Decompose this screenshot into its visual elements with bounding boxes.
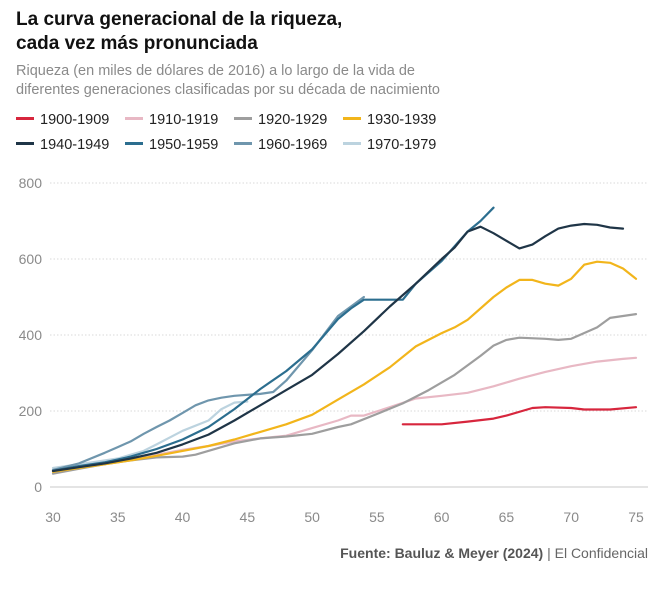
legend-item-1900-1909: 1900-1909 <box>16 112 109 128</box>
y-tick-label: 800 <box>19 175 43 191</box>
legend-label: 1970-1979 <box>367 137 437 153</box>
series-line-1940-1949 <box>51 222 625 473</box>
legend-swatch <box>343 116 361 120</box>
y-axis-ticks: 0 200 400 600 800 <box>19 175 43 495</box>
chart-lines <box>51 206 638 475</box>
source-note: Fuente: Bauluz & Meyer (2024) | El Confi… <box>340 545 648 561</box>
series-line-1960-1969 <box>51 295 365 471</box>
legend-item-1970-1979: 1970-1979 <box>343 137 436 153</box>
x-tick-label: 65 <box>499 509 515 525</box>
legend-label: 1950-1959 <box>149 137 219 153</box>
source-label: Fuente: Bauluz & Meyer (2024) <box>340 545 544 561</box>
x-tick-label: 45 <box>240 509 256 525</box>
series-line-1900-1909 <box>401 406 638 426</box>
x-tick-label: 55 <box>369 509 385 525</box>
y-tick-label: 0 <box>34 479 42 495</box>
legend-swatch <box>125 116 143 120</box>
y-tick-label: 600 <box>19 251 43 267</box>
series-line-1970-1979 <box>51 400 249 470</box>
legend-label: 1910-1919 <box>149 112 219 128</box>
x-tick-label: 75 <box>628 509 644 525</box>
x-tick-label: 60 <box>434 509 450 525</box>
x-axis-ticks: 30 35 40 45 50 55 60 65 70 75 <box>45 509 644 525</box>
chart-subtitle: Riqueza (en miles de dólares de 2016) a … <box>16 62 636 100</box>
series-line-1930-1939 <box>51 260 638 473</box>
x-tick-label: 70 <box>563 509 579 525</box>
y-tick-label: 200 <box>19 403 43 419</box>
legend-swatch <box>343 141 361 145</box>
x-tick-label: 40 <box>175 509 191 525</box>
legend-item-1960-1969: 1960-1969 <box>234 137 327 153</box>
chart-subtitle-line-1: Riqueza (en miles de dólares de 2016) a … <box>16 63 415 79</box>
legend-item-1940-1949: 1940-1949 <box>16 137 109 153</box>
legend-label: 1940-1949 <box>40 137 110 153</box>
chart-title: La curva generacional de la riqueza, cad… <box>16 8 616 56</box>
x-tick-label: 35 <box>110 509 126 525</box>
chart-subtitle-line-2: diferentes generaciones clasificadas por… <box>16 82 440 98</box>
legend-swatch <box>16 116 34 120</box>
chart-title-line-1: La curva generacional de la riqueza, <box>16 9 343 30</box>
legend-label: 1920-1929 <box>258 112 328 128</box>
chart-grid <box>50 182 648 488</box>
legend-swatch <box>234 141 252 145</box>
publisher-name: El Confidencial <box>554 545 648 561</box>
legend-label: 1930-1939 <box>367 112 437 128</box>
x-tick-label: 50 <box>304 509 320 525</box>
x-tick-label: 30 <box>45 509 61 525</box>
legend-swatch <box>16 141 34 145</box>
series-line-1920-1929 <box>51 313 638 475</box>
legend-swatch <box>234 116 252 120</box>
legend-item-1910-1919: 1910-1919 <box>125 112 218 128</box>
legend-label: 1960-1969 <box>258 137 328 153</box>
legend-item-1950-1959: 1950-1959 <box>125 137 218 153</box>
chart-title-line-2: cada vez más pronunciada <box>16 33 258 54</box>
source-separator: | <box>547 545 551 561</box>
legend-swatch <box>125 141 143 145</box>
legend-label: 1900-1909 <box>40 112 110 128</box>
legend-item-1920-1929: 1920-1929 <box>234 112 327 128</box>
y-tick-label: 400 <box>19 327 43 343</box>
legend-item-1930-1939: 1930-1939 <box>343 112 436 128</box>
